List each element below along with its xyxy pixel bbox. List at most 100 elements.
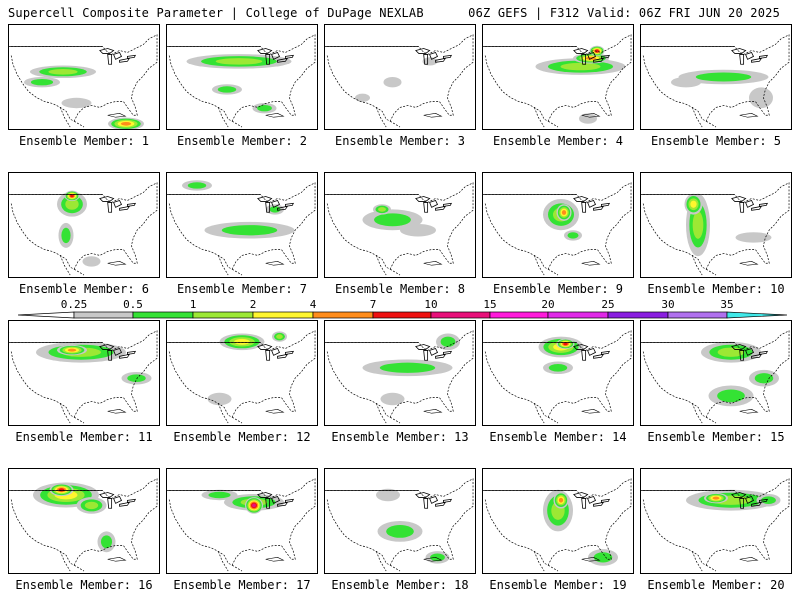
scp-contour-fill: [422, 57, 438, 66]
colorbar-tick-label: 20: [541, 298, 555, 311]
cuba-outline: [423, 408, 443, 414]
great-lake-outline: [601, 498, 610, 503]
scp-contour-fill: [717, 389, 745, 403]
scp-contour-fill: [380, 392, 405, 406]
cuba-outline: [739, 556, 759, 562]
scp-contour-fill: [567, 232, 579, 239]
scp-contour-fill: [269, 206, 281, 213]
scp-contour-fill: [374, 213, 411, 227]
ensemble-member-map: [8, 320, 160, 426]
mexico-coastline: [375, 255, 401, 276]
great-lake-outline: [107, 350, 113, 361]
scp-contour-fill: [692, 211, 704, 239]
ensemble-member-map: [640, 320, 792, 426]
member-label: Ensemble Member: 18: [331, 578, 469, 592]
scp-contour-fill: [82, 256, 101, 267]
ensemble-member-map: [640, 172, 792, 278]
colorbar-segment: [430, 311, 491, 319]
great-lake-outline: [731, 344, 747, 350]
scp-contour-fill: [400, 223, 436, 237]
mexico-coastline: [217, 551, 243, 572]
great-lake-outline: [127, 498, 136, 503]
great-lake-outline: [271, 347, 281, 356]
coastline: [10, 34, 158, 122]
great-lake-outline: [751, 501, 763, 507]
great-lake-outline: [257, 48, 273, 54]
mexico-coastline: [691, 107, 717, 128]
mexico-coastline: [691, 551, 717, 572]
mexico-coastline: [59, 551, 85, 572]
colorbar-tick-label: 10: [424, 298, 438, 311]
great-lake-outline: [429, 347, 439, 356]
scp-contour-fill: [120, 122, 132, 126]
great-lake-outline: [415, 344, 431, 350]
scp-contour-fill: [376, 488, 400, 502]
member-label: Ensemble Member: 15: [647, 430, 785, 444]
colorbar-tick-label: 7: [369, 298, 377, 311]
map-canvas: [325, 182, 474, 276]
coastline: [10, 330, 158, 418]
scp-contour-fill: [65, 198, 79, 210]
great-lake-outline: [601, 202, 610, 207]
great-lake-outline: [423, 202, 429, 213]
coastline: [642, 478, 790, 566]
map-canvas: [325, 330, 474, 424]
ensemble-member-map: [8, 468, 160, 574]
great-lake-outline: [257, 196, 273, 202]
great-lake-outline: [435, 57, 447, 63]
great-lake-outline: [759, 54, 768, 59]
mexico-coastline: [59, 107, 85, 128]
scp-contour-fill: [208, 491, 231, 499]
great-lake-outline: [285, 350, 294, 355]
coastline: [642, 34, 790, 122]
cuba-outline: [581, 408, 601, 414]
coastline: [484, 330, 632, 418]
great-lake-outline: [277, 353, 289, 359]
great-lake-outline: [739, 350, 745, 361]
scp-contour-fill: [67, 348, 77, 352]
colorbar-segment: [192, 311, 254, 319]
member-label: Ensemble Member: 2: [176, 134, 308, 148]
scp-contour-fill: [61, 97, 92, 109]
member-label: Ensemble Member: 3: [334, 134, 466, 148]
colorbar-low-arrow: [17, 311, 75, 319]
ensemble-member-map: [166, 468, 318, 574]
cuba-outline: [581, 556, 601, 562]
scp-contour-fill: [560, 62, 601, 71]
coastline: [168, 478, 316, 566]
great-lake-outline: [759, 350, 768, 355]
scp-contour-fill: [217, 86, 237, 93]
map-canvas: [9, 182, 158, 276]
coastline: [642, 330, 790, 418]
great-lake-outline: [99, 48, 115, 54]
map-canvas: [641, 182, 790, 276]
member-label: Ensemble Member: 19: [489, 578, 627, 592]
great-lake-outline: [127, 350, 136, 355]
coastline: [326, 182, 474, 270]
ensemble-member-map: [166, 24, 318, 130]
great-lake-outline: [285, 498, 294, 503]
great-lake-outline: [593, 353, 605, 359]
map-canvas: [325, 478, 474, 572]
great-lake-outline: [113, 347, 123, 356]
great-lake-outline: [277, 57, 289, 63]
scp-contour-fill: [717, 347, 745, 357]
map-canvas: [167, 34, 316, 128]
colorbar-tick-label: 35: [720, 298, 734, 311]
map-canvas: [641, 34, 790, 128]
member-label: Ensemble Member: 11: [15, 430, 153, 444]
great-lake-outline: [265, 54, 271, 65]
great-lake-outline: [587, 347, 597, 356]
ensemble-member-map: [324, 172, 476, 278]
scp-contour-fill: [48, 69, 78, 75]
ensemble-member-map: [166, 172, 318, 278]
great-lake-outline: [739, 498, 745, 509]
great-lake-outline: [265, 498, 271, 509]
great-lake-outline: [127, 54, 136, 59]
member-label: Ensemble Member: 5: [650, 134, 782, 148]
great-lake-outline: [119, 501, 131, 507]
scp-contour-fill: [383, 77, 402, 88]
great-lake-outline: [99, 344, 115, 350]
colorbar-tick-label: 25: [601, 298, 615, 311]
great-lake-outline: [423, 498, 429, 509]
